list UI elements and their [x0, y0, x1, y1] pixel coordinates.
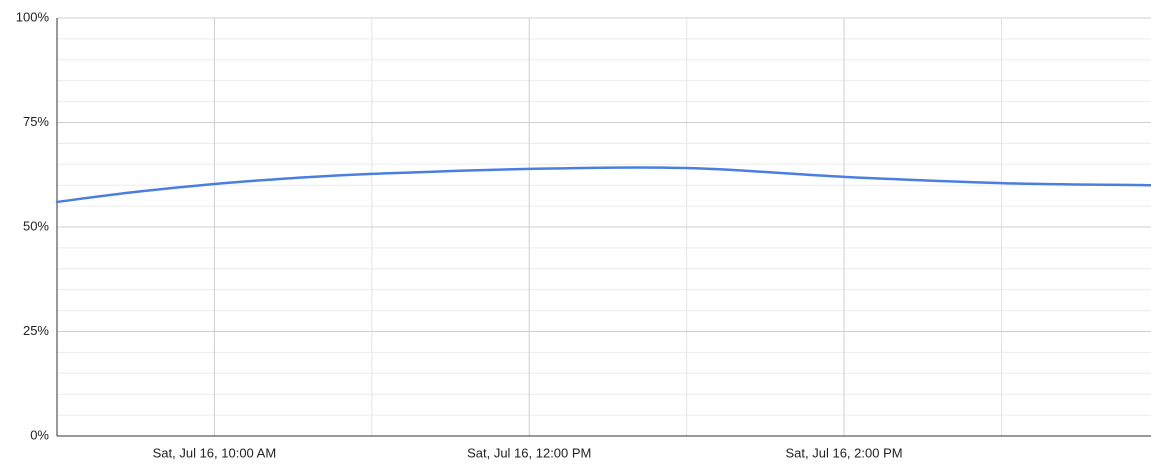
- y-tick-label: 100%: [16, 9, 50, 24]
- x-tick-label: Sat, Jul 16, 2:00 PM: [786, 445, 903, 460]
- x-tick-label: Sat, Jul 16, 10:00 AM: [153, 445, 277, 460]
- line-series: [55, 166, 1151, 204]
- y-tick-label: 0%: [30, 427, 49, 442]
- x-tick-label: Sat, Jul 16, 12:00 PM: [467, 445, 591, 460]
- y-tick-label: 75%: [23, 114, 49, 129]
- y-tick-label: 25%: [23, 323, 49, 338]
- y-tick-label: 50%: [23, 218, 49, 233]
